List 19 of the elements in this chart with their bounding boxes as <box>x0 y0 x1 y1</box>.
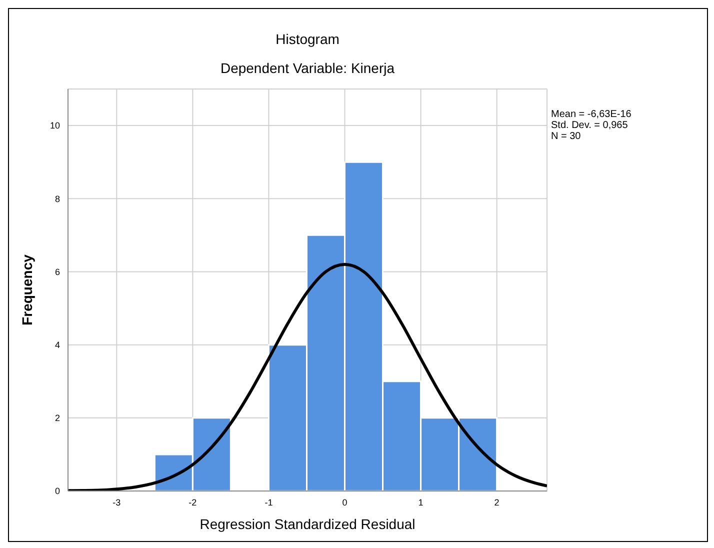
x-tick-label: 1 <box>418 497 424 508</box>
x-tick-label: 0 <box>342 497 348 508</box>
x-tick-label: -2 <box>188 497 197 508</box>
text: Mean = -6,63E-16 <box>551 109 632 120</box>
text: Std. Dev. = 0,965 <box>551 120 628 131</box>
y-axis-title: Frequency <box>18 254 35 326</box>
x-tick-label: 2 <box>494 497 500 508</box>
y-tick-label: 0 <box>54 486 60 496</box>
chart-title: Histogram <box>276 31 340 47</box>
x-tick-label: -3 <box>112 497 121 508</box>
y-tick-label: 10 <box>50 120 60 131</box>
y-tick-label: 4 <box>54 340 60 350</box>
x-axis-title: Regression Standardized Residual <box>200 516 416 532</box>
y-tick-label: 2 <box>54 413 60 424</box>
x-tick-label: -1 <box>264 497 273 508</box>
y-tick-label: 6 <box>54 266 60 277</box>
y-tick-label: 8 <box>54 194 60 204</box>
chart-subtitle: Dependent Variable: Kinerja <box>220 60 395 76</box>
text: N = 30 <box>551 131 581 142</box>
